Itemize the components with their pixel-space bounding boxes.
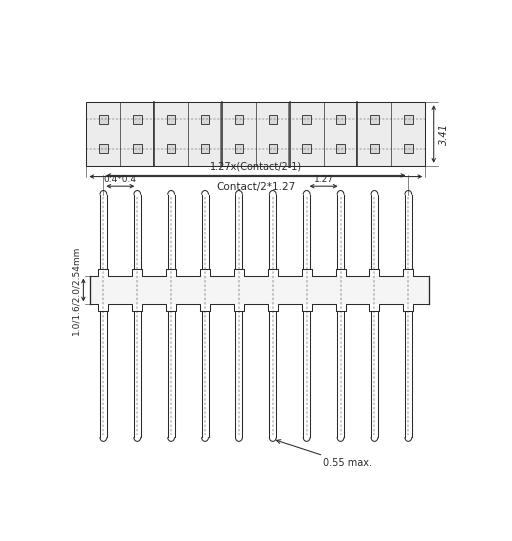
- Bar: [336, 115, 345, 124]
- Bar: [303, 115, 311, 124]
- Bar: [90, 275, 429, 305]
- Bar: [133, 115, 141, 124]
- Text: 1.0/1.6/2.0/2.54mm: 1.0/1.6/2.0/2.54mm: [71, 245, 80, 335]
- Bar: [201, 144, 209, 153]
- Text: Contact/2*1.27: Contact/2*1.27: [216, 182, 295, 193]
- Text: 0.55 max.: 0.55 max.: [276, 440, 372, 469]
- Bar: [167, 144, 176, 153]
- Bar: [370, 115, 379, 124]
- Bar: [133, 144, 141, 153]
- Bar: [87, 102, 425, 166]
- Text: 3.41: 3.41: [439, 123, 449, 145]
- Bar: [370, 144, 379, 153]
- Bar: [234, 144, 243, 153]
- Bar: [404, 115, 413, 124]
- Bar: [269, 144, 277, 153]
- Bar: [336, 144, 345, 153]
- Bar: [303, 144, 311, 153]
- Bar: [269, 115, 277, 124]
- Bar: [404, 144, 413, 153]
- Text: 1.27x(Contact/2-1): 1.27x(Contact/2-1): [210, 162, 302, 171]
- Bar: [99, 115, 108, 124]
- Bar: [99, 144, 108, 153]
- Bar: [234, 115, 243, 124]
- Bar: [201, 115, 209, 124]
- Bar: [167, 115, 176, 124]
- Text: 0.4*0.4: 0.4*0.4: [104, 175, 137, 183]
- Text: 1.27: 1.27: [314, 175, 334, 183]
